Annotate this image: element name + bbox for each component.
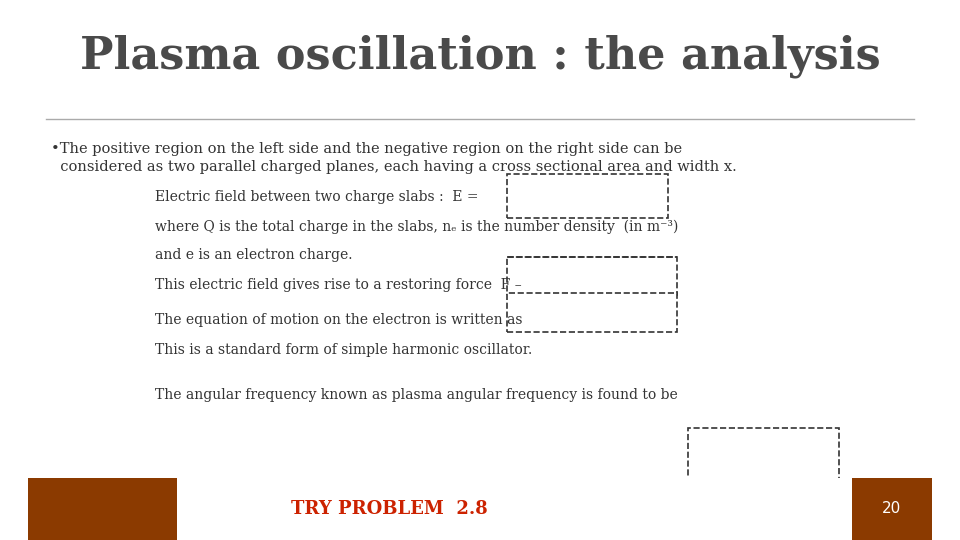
Text: The angular frequency known as plasma angular frequency is found to be: The angular frequency known as plasma an…: [155, 388, 678, 402]
Text: The equation of motion on the electron is written as: The equation of motion on the electron i…: [155, 313, 522, 327]
Bar: [507, 174, 668, 218]
Text: where Q is the total charge in the slabs, nₑ is the number density  (in m⁻³): where Q is the total charge in the slabs…: [155, 220, 678, 234]
Bar: [852, 478, 931, 540]
Bar: [178, 478, 852, 540]
Text: 20: 20: [882, 502, 901, 516]
Text: Electric field between two charge slabs :  E =: Electric field between two charge slabs …: [155, 190, 478, 204]
Bar: [507, 256, 677, 295]
Text: and e is an electron charge.: and e is an electron charge.: [155, 248, 352, 262]
Text: This electric field gives rise to a restoring force  F –: This electric field gives rise to a rest…: [155, 278, 521, 292]
Text: Plasma oscillation : the analysis: Plasma oscillation : the analysis: [80, 35, 880, 78]
Bar: [29, 478, 931, 540]
Text: This is a standard form of simple harmonic oscillator.: This is a standard form of simple harmon…: [155, 343, 532, 357]
Bar: [687, 428, 839, 491]
Text: •The positive region on the left side and the negative region on the right side : •The positive region on the left side an…: [51, 141, 683, 156]
Text: considered as two parallel charged planes, each having a cross sectional area an: considered as two parallel charged plane…: [51, 160, 736, 174]
Bar: [507, 293, 677, 332]
Text: TRY PROBLEM  2.8: TRY PROBLEM 2.8: [291, 500, 488, 518]
Bar: [29, 478, 178, 540]
